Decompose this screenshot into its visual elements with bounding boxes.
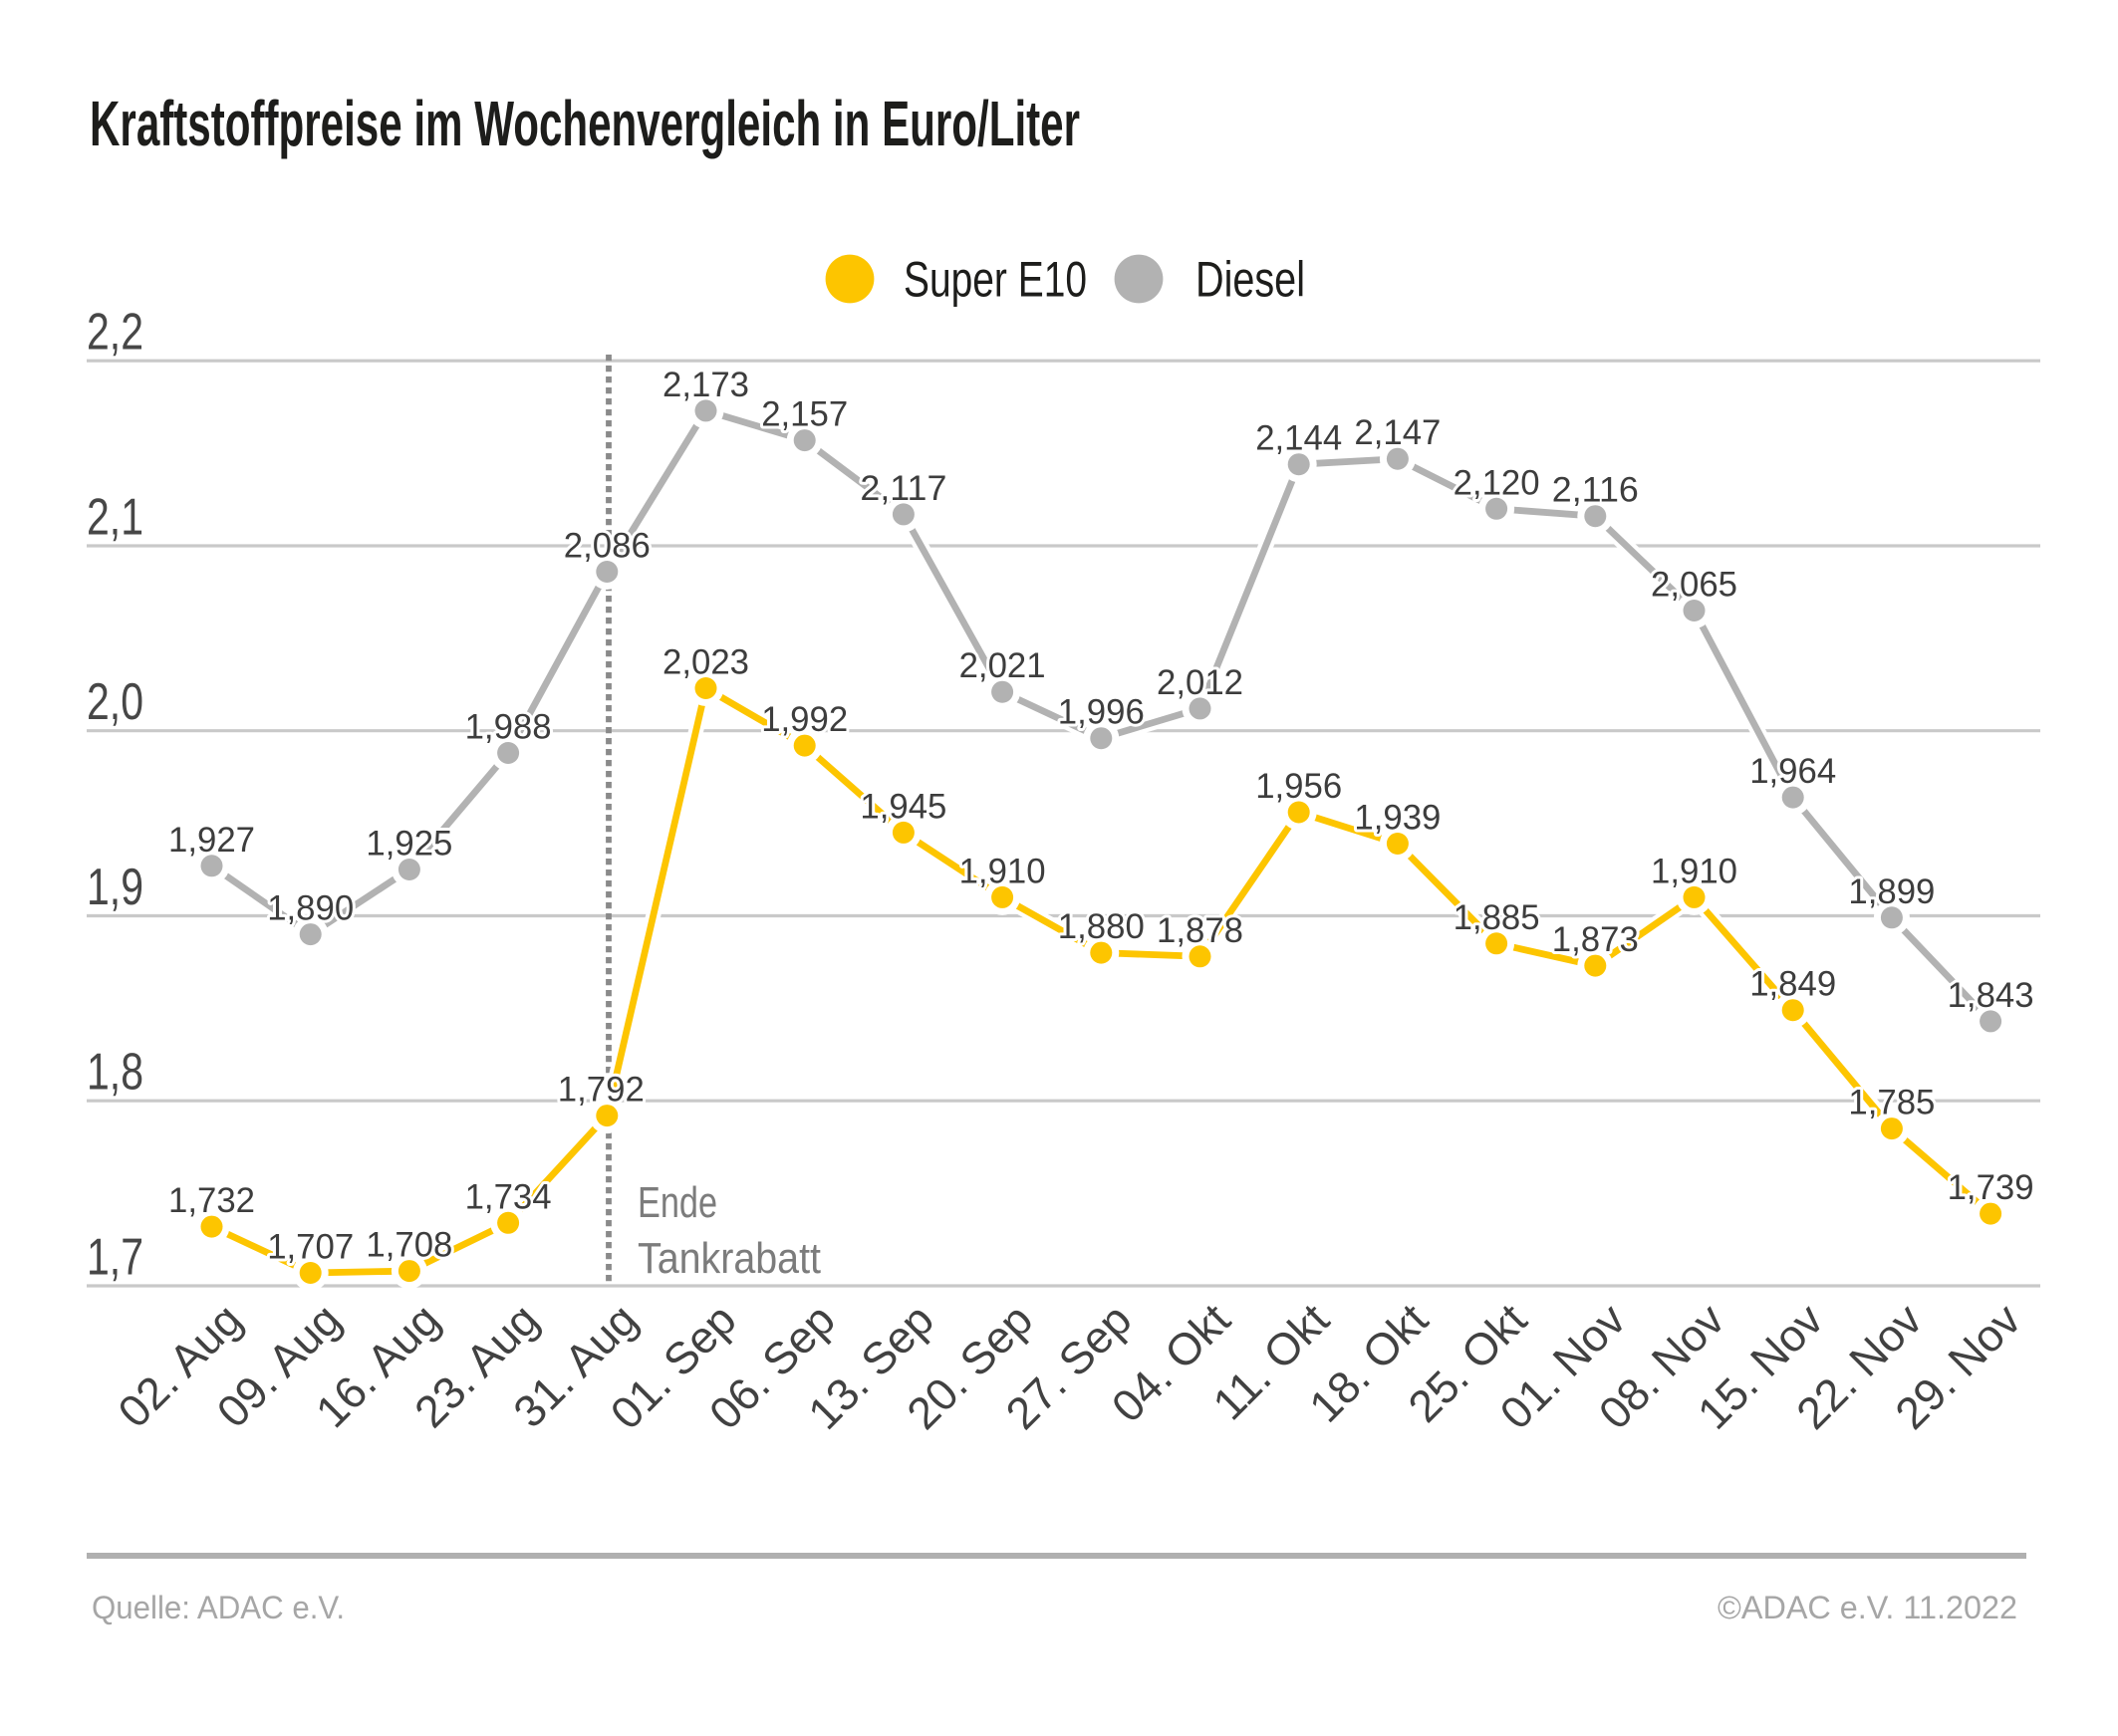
svg-text:2,065: 2,065 bbox=[1651, 566, 1737, 605]
svg-text:Tankrabatt: Tankrabatt bbox=[638, 1234, 821, 1283]
svg-text:1,925: 1,925 bbox=[366, 825, 452, 864]
svg-text:Diesel: Diesel bbox=[1195, 252, 1305, 308]
svg-text:1,899: 1,899 bbox=[1848, 872, 1935, 911]
svg-text:2,117: 2,117 bbox=[860, 469, 946, 508]
svg-text:1,939: 1,939 bbox=[1354, 799, 1441, 838]
svg-text:1,885: 1,885 bbox=[1454, 898, 1540, 937]
svg-text:1,992: 1,992 bbox=[761, 700, 848, 739]
svg-text:Super E10: Super E10 bbox=[904, 252, 1087, 308]
svg-text:1,732: 1,732 bbox=[168, 1181, 255, 1220]
svg-text:1,9: 1,9 bbox=[87, 859, 143, 916]
svg-text:2,1: 2,1 bbox=[87, 489, 143, 547]
svg-text:1,707: 1,707 bbox=[267, 1228, 354, 1267]
svg-text:1,734: 1,734 bbox=[465, 1177, 552, 1216]
svg-text:2,147: 2,147 bbox=[1354, 413, 1441, 452]
svg-text:2,0: 2,0 bbox=[87, 673, 143, 731]
svg-text:1,988: 1,988 bbox=[465, 708, 552, 747]
svg-text:1,996: 1,996 bbox=[1058, 693, 1145, 732]
svg-text:1,843: 1,843 bbox=[1948, 976, 2034, 1015]
svg-text:1,890: 1,890 bbox=[267, 889, 354, 928]
svg-text:2,2: 2,2 bbox=[87, 304, 143, 362]
svg-text:1,956: 1,956 bbox=[1255, 767, 1342, 806]
svg-text:Ende: Ende bbox=[638, 1178, 717, 1227]
svg-text:2,023: 2,023 bbox=[662, 643, 749, 682]
svg-text:2,173: 2,173 bbox=[662, 366, 749, 404]
svg-text:1,910: 1,910 bbox=[1651, 852, 1737, 890]
svg-text:1,8: 1,8 bbox=[87, 1044, 143, 1102]
svg-text:1,739: 1,739 bbox=[1948, 1168, 2034, 1207]
svg-text:1,945: 1,945 bbox=[860, 787, 946, 826]
svg-text:1,785: 1,785 bbox=[1848, 1084, 1935, 1122]
svg-text:2,144: 2,144 bbox=[1255, 419, 1342, 458]
svg-text:1,708: 1,708 bbox=[366, 1226, 452, 1265]
svg-text:Kraftstoffpreise im Wochenverg: Kraftstoffpreise im Wochenvergleich in E… bbox=[90, 88, 1080, 159]
svg-text:2,120: 2,120 bbox=[1454, 463, 1540, 502]
svg-text:2,086: 2,086 bbox=[564, 527, 651, 566]
svg-text:1,880: 1,880 bbox=[1058, 907, 1145, 946]
svg-text:1,878: 1,878 bbox=[1157, 911, 1243, 950]
svg-text:2,157: 2,157 bbox=[761, 395, 848, 434]
svg-text:1,792: 1,792 bbox=[558, 1071, 645, 1110]
svg-text:Quelle: ADAC e.V.: Quelle: ADAC e.V. bbox=[92, 1590, 345, 1625]
svg-text:2,021: 2,021 bbox=[959, 646, 1046, 685]
svg-text:1,849: 1,849 bbox=[1749, 965, 1836, 1004]
svg-text:©ADAC e.V. 11.2022: ©ADAC e.V. 11.2022 bbox=[1718, 1590, 2017, 1625]
svg-text:1,964: 1,964 bbox=[1749, 752, 1836, 791]
svg-text:2,012: 2,012 bbox=[1157, 663, 1243, 702]
svg-text:2,116: 2,116 bbox=[1552, 471, 1639, 510]
svg-text:1,873: 1,873 bbox=[1552, 920, 1639, 959]
svg-text:1,927: 1,927 bbox=[168, 821, 255, 860]
svg-text:1,910: 1,910 bbox=[959, 852, 1046, 890]
svg-text:1,7: 1,7 bbox=[87, 1229, 143, 1287]
